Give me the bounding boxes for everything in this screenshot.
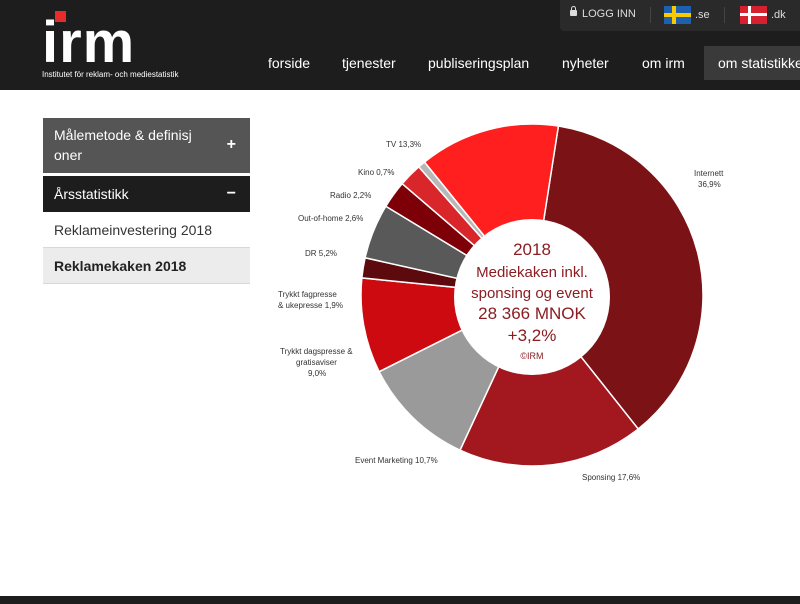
nav-forside[interactable]: forside bbox=[268, 55, 311, 71]
pie-chart: Internett 36,9% Sponsing 17,6% Event Market… bbox=[270, 118, 740, 498]
nav-nyheter[interactable]: nyheter bbox=[562, 55, 609, 71]
pie-center-text: Mediekaken inkl. bbox=[476, 264, 588, 281]
lang-dk-link[interactable]: .dk bbox=[740, 6, 786, 24]
divider bbox=[650, 7, 651, 23]
nav-om-statistikken[interactable]: om statistikken bbox=[704, 46, 800, 80]
pie-label-dr: DR 5,2% bbox=[305, 249, 337, 258]
pie-label-trykkt-dagspresse-gratisaviser: Trykkt dagspresse & gratisaviser 9,0% bbox=[280, 347, 353, 378]
logo-red-dot bbox=[55, 11, 66, 22]
pie-label-tv: TV 13,3% bbox=[386, 140, 421, 149]
pie-label-trykkt-fagpresse-ukepresse: Trykkt fagpresse & ukepresse 1,9% bbox=[278, 290, 343, 310]
denmark-flag-icon bbox=[740, 6, 767, 24]
collapse-minus-icon: − bbox=[226, 185, 236, 202]
site-header: irm Institutet för reklam- och mediestat… bbox=[0, 0, 800, 90]
lang-dk-label: .dk bbox=[771, 9, 786, 21]
logo-tagline: Institutet för reklam- och mediestatisti… bbox=[42, 70, 179, 79]
lang-se-link[interactable]: .se bbox=[664, 6, 710, 24]
pie-label-kino: Kino 0,7% bbox=[358, 168, 394, 177]
sidebar-section-arsstatistikk[interactable]: Årsstatistikk − bbox=[43, 176, 250, 212]
pie-center-text: 2018 bbox=[513, 240, 551, 259]
pie-slice-sponsing bbox=[459, 293, 640, 467]
sidebar-section-label: Årsstatistikk bbox=[54, 186, 129, 202]
pie-label-sponsing: Sponsing 17,6% bbox=[582, 473, 640, 482]
top-utility-bar: LOGG INN .se .dk bbox=[560, 0, 800, 31]
pie-chart-svg: Internett 36,9% Sponsing 17,6% Event Market… bbox=[278, 123, 724, 482]
nav-tjenester[interactable]: tjenester bbox=[342, 55, 396, 71]
sidebar-section-malemetode[interactable]: Målemetode & definisj oner + bbox=[43, 118, 250, 173]
sidebar-section-label-line1: Målemetode & definisj bbox=[54, 127, 192, 143]
pie-center-hole bbox=[454, 219, 610, 375]
login-link[interactable]: LOGG INN bbox=[570, 6, 636, 20]
divider bbox=[724, 7, 725, 23]
lock-icon bbox=[570, 6, 577, 16]
pie-center-text: 28 366 MNOK bbox=[478, 304, 586, 323]
sidebar-item-reklameinvestering[interactable]: Reklameinvestering 2018 bbox=[43, 212, 250, 248]
pie-label-event-marketing: Event Marketing 10,7% bbox=[355, 456, 438, 465]
irm-logo[interactable]: irm Institutet för reklam- och mediestat… bbox=[42, 10, 192, 82]
nav-publiseringsplan[interactable]: publiseringsplan bbox=[428, 55, 530, 71]
login-label: LOGG INN bbox=[582, 8, 636, 20]
sidebar: Målemetode & definisj oner + Årsstatisti… bbox=[43, 118, 250, 284]
sidebar-item-reklamekaken[interactable]: Reklamekaken 2018 bbox=[43, 248, 250, 284]
pie-label-out-of-home: Out-of-home 2,6% bbox=[298, 214, 363, 223]
logo-wordmark: irm bbox=[42, 10, 136, 75]
main-nav: forside tjenester publiseringsplan nyhet… bbox=[0, 46, 800, 80]
lang-se-label: .se bbox=[695, 9, 710, 21]
site-footer bbox=[0, 596, 800, 604]
pie-label-radio: Radio 2,2% bbox=[330, 191, 371, 200]
pie-center-text: sponsing og event bbox=[471, 285, 594, 302]
expand-plus-icon: + bbox=[226, 136, 236, 153]
sweden-flag-icon bbox=[664, 6, 691, 24]
pie-slice-internett bbox=[531, 125, 704, 431]
sidebar-section-label-line2: oner bbox=[54, 147, 83, 163]
pie-center-text: +3,2% bbox=[508, 326, 557, 345]
pie-label-internett: Internett 36,9% bbox=[694, 169, 724, 189]
pie-center-text: ©IRM bbox=[520, 351, 543, 361]
nav-om-irm[interactable]: om irm bbox=[642, 55, 685, 71]
